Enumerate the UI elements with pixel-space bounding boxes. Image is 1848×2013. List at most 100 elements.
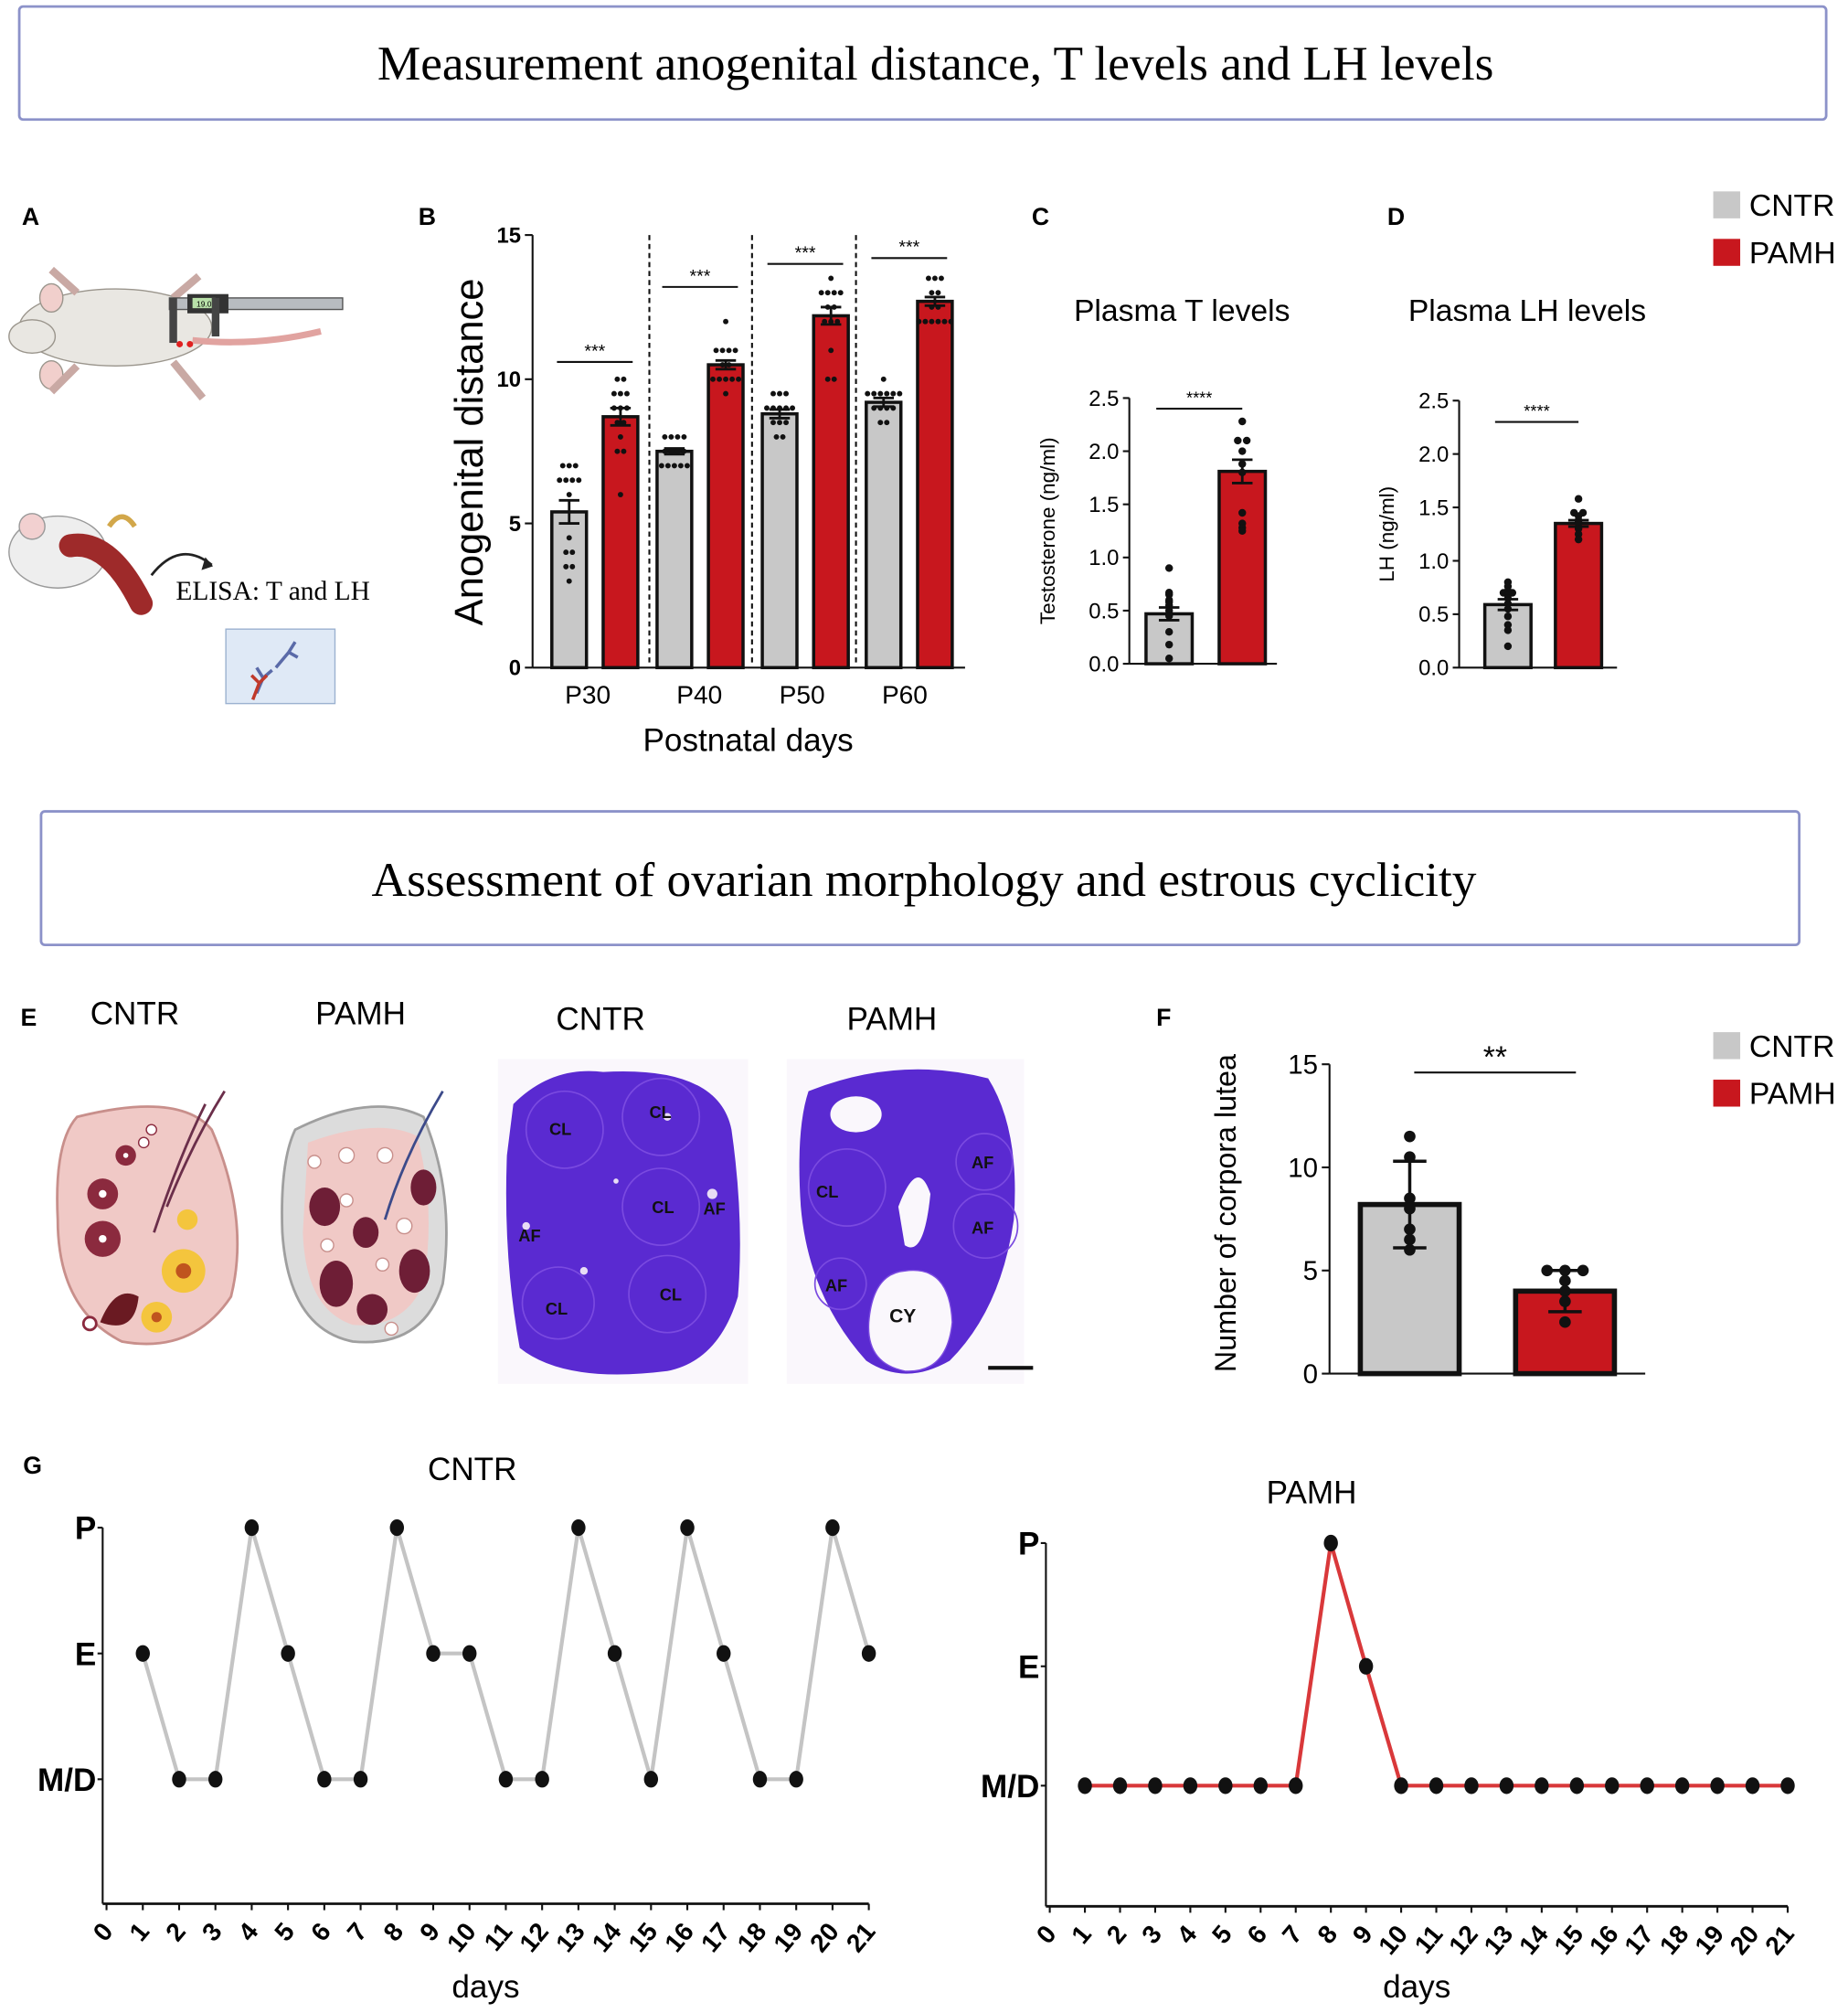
data-point — [569, 563, 576, 570]
data-point — [559, 463, 566, 469]
y-axis-label: LH (ng/ml) — [1375, 486, 1398, 582]
data-point — [1238, 527, 1247, 535]
x-tick-label: 16 — [1584, 1920, 1624, 1960]
x-tick-label: 5 — [269, 1917, 300, 1946]
data-point — [777, 405, 782, 411]
chart-plasma-lh: Plasma LH levels 0.0 0.5 1.0 1.5 2.0 2.5 **** LH… — [1375, 293, 1646, 680]
panel-label-b: B — [419, 203, 436, 230]
data-point — [623, 390, 630, 397]
y-tick-label: 2.0 — [1418, 442, 1449, 467]
data-point — [828, 275, 834, 282]
legend-top: CNTR PAMH — [1713, 188, 1836, 271]
data-point — [719, 347, 726, 354]
x-tick-label: 21 — [1759, 1920, 1800, 1960]
y-tick-label: 1.0 — [1418, 549, 1449, 574]
data-point — [566, 492, 572, 497]
data-point — [662, 448, 668, 454]
histology-marker: CL — [549, 1119, 571, 1138]
chart-title: CNTR — [428, 1452, 516, 1487]
data-point — [929, 290, 935, 296]
data-point — [1559, 1295, 1571, 1307]
panel-label-g: G — [23, 1452, 42, 1479]
data-point — [1164, 640, 1174, 649]
data-point — [780, 433, 786, 440]
data-point — [871, 405, 877, 411]
rat-caliper-illustration: 19.0 — [8, 266, 344, 401]
data-point — [834, 318, 841, 325]
y-tick-label: 1.0 — [1089, 546, 1119, 570]
y-tick-label: 0.0 — [1089, 652, 1119, 676]
y-axis-label: Number of corpora lutea — [1209, 1054, 1242, 1372]
y-tick-label: E — [1018, 1649, 1039, 1685]
bar-cntr — [760, 411, 799, 670]
data-point — [1503, 621, 1513, 629]
data-point — [611, 390, 617, 397]
x-tick-label: 19 — [768, 1917, 808, 1957]
y-tick-label: M/D — [981, 1769, 1039, 1805]
histology-image-cntr — [497, 1059, 749, 1384]
x-tick-label: 12 — [1443, 1920, 1483, 1960]
data-point — [1574, 519, 1583, 527]
y-tick-label: M/D — [37, 1763, 96, 1798]
data-point — [1404, 1151, 1416, 1164]
data-point — [1164, 627, 1174, 636]
data-point — [1394, 1777, 1408, 1795]
data-point — [941, 318, 948, 325]
x-tick-label: 11 — [1409, 1920, 1449, 1959]
data-point — [828, 347, 834, 354]
data-point — [1323, 1534, 1338, 1552]
data-point — [929, 304, 935, 310]
bar-pamh — [916, 299, 954, 670]
x-tick-label: 16 — [659, 1917, 699, 1957]
data-point — [172, 1771, 186, 1788]
data-point — [831, 290, 837, 296]
histology-marker: AF — [518, 1226, 540, 1245]
data-point — [1605, 1777, 1620, 1795]
data-point — [1289, 1777, 1303, 1795]
data-point — [664, 463, 671, 469]
x-tick-label: 18 — [1654, 1920, 1694, 1960]
data-point — [770, 405, 776, 411]
chart-plasma-t: Plasma T levels 0.0 0.5 1.0 1.5 2.0 2.5 **** Tes… — [1036, 293, 1290, 676]
data-point — [643, 1771, 659, 1788]
histology-marker: AF — [972, 1219, 993, 1238]
data-point — [824, 376, 831, 382]
data-point — [1577, 1264, 1589, 1277]
data-point — [861, 1645, 876, 1662]
x-tick-label: 14 — [587, 1917, 627, 1957]
x-tick-label: P40 — [676, 681, 722, 709]
histology-label-cntr: CNTR — [556, 1001, 644, 1037]
data-point — [777, 390, 782, 397]
data-point — [611, 405, 617, 411]
data-point — [723, 390, 729, 397]
data-point — [884, 390, 890, 397]
data-point — [1745, 1777, 1760, 1795]
chart-title: Plasma T levels — [1074, 293, 1290, 328]
data-point — [877, 390, 884, 397]
bar-cntr — [655, 449, 694, 670]
data-point — [773, 433, 780, 440]
data-point — [1559, 1315, 1571, 1328]
data-point — [916, 318, 922, 325]
legend-swatch-cntr — [1713, 191, 1741, 218]
data-point — [1404, 1243, 1416, 1256]
data-point — [1404, 1233, 1416, 1246]
data-point — [566, 578, 572, 584]
data-point — [621, 376, 627, 382]
data-point — [732, 347, 738, 354]
histology-marker: CY — [889, 1305, 916, 1326]
data-point — [674, 433, 681, 440]
data-point — [1559, 1285, 1571, 1297]
data-point — [1404, 1223, 1416, 1235]
data-point — [1164, 655, 1174, 663]
x-tick-label: 0 — [88, 1917, 119, 1946]
data-point — [752, 1771, 768, 1788]
data-point — [1569, 1777, 1585, 1795]
legend-swatch-cntr — [1713, 1032, 1741, 1060]
chart-corpora-lutea: 0 5 10 15 ** Number of corpora lutea — [1209, 1040, 1646, 1390]
data-point — [614, 420, 621, 426]
data-point — [884, 420, 890, 426]
data-point — [939, 275, 944, 282]
legend-middle: CNTR PAMH — [1713, 1029, 1836, 1112]
